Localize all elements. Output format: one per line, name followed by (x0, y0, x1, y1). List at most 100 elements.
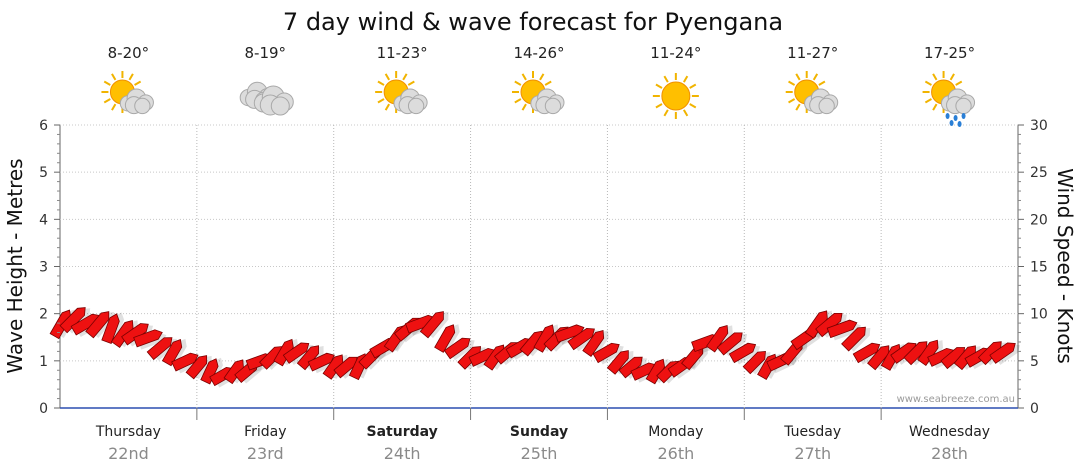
wind-arrow (282, 342, 314, 365)
left-axis-title: Wave Height - Metres (3, 158, 27, 373)
day-date-label: 23rd (247, 444, 284, 463)
wind-arrow (533, 324, 559, 353)
left-tick-label: 3 (39, 260, 48, 276)
wind-arrow-body (223, 359, 244, 385)
wind-arrow (419, 311, 449, 339)
wind-arrow-body (101, 313, 120, 344)
left-tick-label: 2 (39, 307, 48, 323)
cloud-puff (955, 97, 972, 115)
day-date-label: 25th (521, 444, 558, 463)
sun-ray (539, 73, 545, 81)
right-tick-label: 5 (1030, 354, 1039, 370)
sun-ray (955, 80, 963, 86)
day-name-label: Wednesday (909, 424, 990, 440)
sun-ray (795, 103, 801, 111)
wind-arrow-body (85, 311, 110, 339)
wind-arrow-body (171, 352, 199, 372)
temp-range-label: 14-26° (513, 44, 564, 62)
sun-ray (924, 80, 932, 86)
sun-cloud-icon (101, 71, 154, 115)
wind-arrows (49, 307, 1021, 388)
wind-arrow-body (282, 342, 310, 364)
right-tick-label: 20 (1030, 212, 1048, 228)
sun-ray (514, 80, 522, 86)
day-name-label: Thursday (95, 424, 161, 440)
wind-arrow-body (716, 332, 743, 356)
wind-arrow (161, 338, 187, 367)
rain-drop (961, 113, 966, 119)
left-tick-labels: 0 1 2 3 4 5 6 (39, 118, 60, 417)
temp-range-label: 11-23° (377, 44, 428, 62)
sun-ray (689, 83, 697, 89)
wind-arrow (133, 329, 167, 350)
wind-arrow-body (161, 338, 183, 367)
wind-arrow (606, 350, 634, 375)
right-tick-label: 30 (1030, 118, 1048, 134)
day-date-label: 26th (657, 444, 694, 463)
chart-title: 7 day wind & wave forecast for Pyengana (283, 8, 783, 36)
wind-arrow-body (443, 337, 471, 360)
wind-arrow (85, 311, 114, 339)
wind-arrow-body (110, 319, 134, 348)
left-tick-label: 6 (39, 118, 48, 134)
sun-ray (377, 98, 385, 104)
wind-arrow (645, 358, 670, 385)
cloud-shape (393, 88, 428, 115)
sun-ray (544, 80, 552, 86)
sun-ray (949, 73, 955, 81)
wind-arrow-body (867, 345, 890, 371)
weather-icons (101, 71, 976, 127)
sun-ray (689, 103, 697, 109)
cloud-shape (253, 85, 294, 116)
cloud-shape (530, 88, 565, 115)
sun-ray (128, 73, 134, 81)
wind-arrow-body (419, 311, 444, 339)
sun-ray (384, 73, 391, 81)
wind-arrow (716, 332, 748, 357)
wind-arrow (592, 342, 624, 365)
cloud-shape (940, 88, 976, 115)
sun-ray (103, 98, 111, 104)
sun-ray (932, 103, 938, 111)
wind-arrow-body (645, 358, 666, 385)
left-tick-label: 4 (39, 212, 48, 228)
wind-arrow-body (917, 339, 939, 366)
cloud-puff (544, 97, 562, 115)
wind-arrow (989, 342, 1021, 365)
wind-arrow-body (49, 309, 72, 340)
wind-arrow (681, 345, 708, 371)
wind-arrow (917, 339, 944, 366)
right-tick-label: 25 (1030, 165, 1048, 181)
wind-arrow (841, 326, 871, 352)
sun-disc (661, 81, 691, 111)
sun-ray (402, 73, 408, 81)
wind-arrow-body (841, 326, 866, 352)
sun-ray (932, 73, 938, 81)
wind-arrow-body (989, 342, 1016, 364)
wind-arrow-body (804, 310, 828, 339)
wind-arrow (185, 355, 212, 380)
cloud-icon (239, 81, 294, 116)
cloud-puff (270, 96, 290, 116)
wind-arrow-body (133, 329, 163, 348)
sun-ray (521, 73, 527, 81)
wind-arrow (146, 337, 177, 361)
wind-arrow-body (606, 350, 629, 375)
day-date-label: 24th (384, 444, 421, 463)
sun-ray (103, 80, 111, 86)
left-tick-label: 1 (39, 354, 48, 370)
wind-arrow (567, 327, 600, 352)
cloud-puff (407, 97, 425, 115)
sun-ray (521, 103, 527, 111)
cloud-shape (804, 88, 839, 115)
wind-arrow-body (296, 345, 319, 371)
wind-arrow-body (880, 343, 901, 371)
wind-arrow-body (533, 324, 555, 353)
day-name-label: Sunday (510, 424, 568, 440)
wind-arrow-body (852, 342, 881, 364)
wind-arrow (101, 312, 125, 344)
wind-arrow-body (185, 355, 208, 380)
left-tick-label: 0 (39, 401, 48, 417)
wind-arrow-body (681, 345, 704, 371)
